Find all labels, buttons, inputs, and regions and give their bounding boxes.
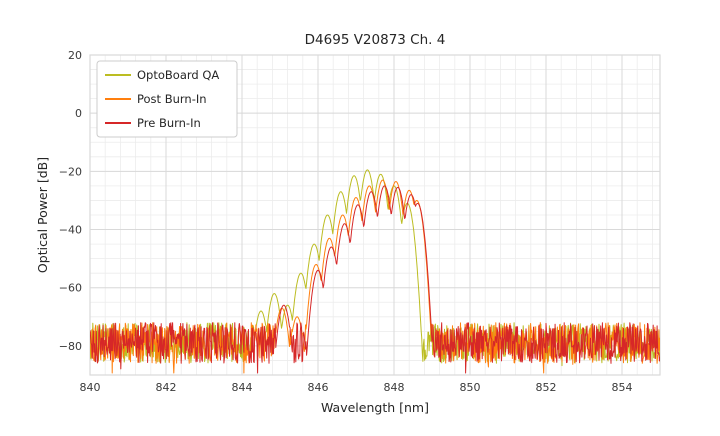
x-tick-label: 854 [612,381,633,394]
x-tick-label: 842 [156,381,177,394]
legend-label-pre-burn-in: Pre Burn-In [137,116,201,130]
x-tick-label: 852 [536,381,557,394]
y-tick-label: 0 [75,107,82,120]
y-tick-label: −80 [59,340,82,353]
x-tick-label: 848 [384,381,405,394]
legend-label-post-burn-in: Post Burn-In [137,92,207,106]
legend: OptoBoard QA Post Burn-In Pre Burn-In [96,60,238,138]
x-tick-label: 844 [232,381,253,394]
y-axis-label: Optical Power [dB] [35,157,50,273]
x-tick-label: 840 [80,381,101,394]
legend-box [96,60,238,138]
y-tick-label: 20 [68,49,82,62]
y-tick-labels: 20 0 −20 −40 −60 −80 [59,49,82,353]
series-lines [90,169,660,374]
plot-border [89,54,661,376]
y-tick-label: −20 [59,165,82,178]
x-axis-label: Wavelength [nm] [321,400,429,415]
chart-title: D4695 V20873 Ch. 4 [305,32,446,48]
series-line-pre-burn-in [90,185,660,374]
y-tick-label: −40 [59,224,82,237]
y-tick-label: −60 [59,282,82,295]
x-tick-label: 850 [460,381,481,394]
x-tick-labels: 840 842 844 846 848 850 852 854 [80,381,633,394]
legend-label-optoboard-qa: OptoBoard QA [137,68,219,82]
x-tick-label: 846 [308,381,329,394]
